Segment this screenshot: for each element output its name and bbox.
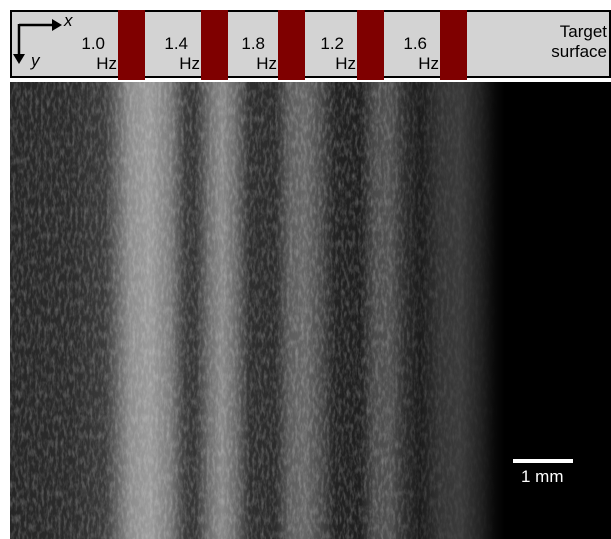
scale-bar: [513, 459, 573, 463]
scale-bar-label: 1 mm: [521, 467, 564, 487]
target-line: surface: [551, 42, 607, 62]
target-line: Target: [551, 22, 607, 42]
frequency-unit: Hz: [57, 54, 117, 74]
frequency-unit: Hz: [379, 54, 439, 74]
frequency-value: 1.0: [45, 34, 105, 54]
frequency-unit: Hz: [217, 54, 277, 74]
frequency-unit: Hz: [140, 54, 200, 74]
target-label: Target surface: [551, 22, 607, 62]
frequency-value: 1.8: [205, 34, 265, 54]
figure: x y Target surface 1 mm 1.0Hz1.4Hz1.8Hz1…: [0, 0, 611, 539]
frequency-bar: [440, 10, 467, 80]
frequency-value: 1.6: [367, 34, 427, 54]
x-axis-label: x: [63, 11, 73, 30]
microscopy-image: 1 mm: [10, 82, 611, 539]
y-axis-label: y: [30, 51, 41, 70]
frequency-value: 1.4: [128, 34, 188, 54]
frequency-value: 1.2: [284, 34, 344, 54]
frequency-unit: Hz: [296, 54, 356, 74]
